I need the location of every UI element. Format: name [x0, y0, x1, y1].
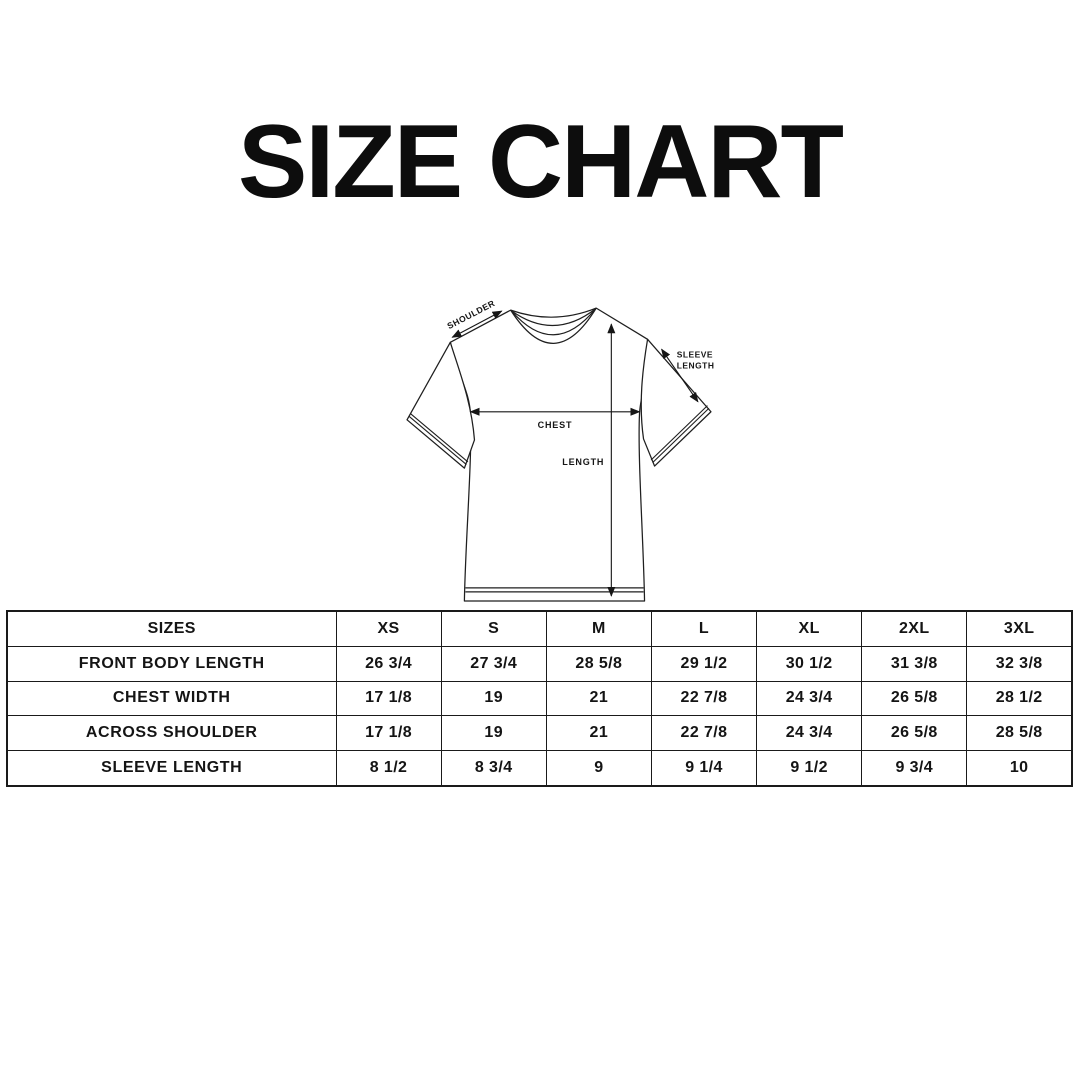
- tshirt-outline: [406, 307, 712, 602]
- cuff-ribbing: [408, 405, 710, 466]
- size-table: SIZES XS S M L XL 2XL 3XL FRONT BODY LEN…: [6, 610, 1073, 787]
- value-cell: 28 5/8: [545, 645, 652, 682]
- value-cell: 26 5/8: [861, 680, 968, 717]
- tshirt-measurement-diagram: SHOULDER SLEEVE LENGTH CHEST LENGTH: [406, 298, 715, 602]
- table-row-across-shoulder: ACROSS SHOULDER 17 1/8 19 21 22 7/8 24 3…: [6, 715, 1073, 752]
- sleeve-length-arrow: [661, 348, 699, 403]
- collar: [510, 307, 597, 336]
- row-label: FRONT BODY LENGTH: [6, 645, 337, 682]
- value-cell: 17 1/8: [335, 680, 442, 717]
- value-cell: 24 3/4: [756, 715, 863, 752]
- sleeve-label-line1: SLEEVE: [677, 349, 713, 359]
- value-cell: 22 7/8: [650, 715, 758, 752]
- header-cell-xl: XL: [756, 610, 863, 647]
- value-cell: 19: [440, 715, 547, 752]
- value-cell: 9 1/4: [650, 750, 758, 787]
- value-cell: 22 7/8: [650, 680, 758, 717]
- torso: [449, 307, 649, 602]
- header-cell-s: S: [440, 610, 547, 647]
- value-cell: 32 3/8: [966, 645, 1073, 682]
- left-sleeve: [406, 341, 476, 469]
- header-cell-m: M: [545, 610, 652, 647]
- row-label: SLEEVE LENGTH: [6, 750, 337, 787]
- header-cell-2xl: 2XL: [861, 610, 968, 647]
- page-title: SIZE CHART: [238, 104, 844, 220]
- header-cell-3xl: 3XL: [966, 610, 1073, 647]
- value-cell: 27 3/4: [440, 645, 547, 682]
- value-cell: 19: [440, 680, 547, 717]
- value-cell: 24 3/4: [756, 680, 863, 717]
- value-cell: 28 1/2: [966, 680, 1073, 717]
- value-cell: 8 3/4: [440, 750, 547, 787]
- chest-label: CHEST: [538, 420, 573, 430]
- value-cell: 31 3/8: [861, 645, 968, 682]
- value-cell: 26 5/8: [861, 715, 968, 752]
- row-label: ACROSS SHOULDER: [6, 715, 337, 752]
- value-cell: 30 1/2: [756, 645, 863, 682]
- table-row-front-body-length: FRONT BODY LENGTH 26 3/4 27 3/4 28 5/8 2…: [6, 645, 1073, 682]
- table-row-chest-width: CHEST WIDTH 17 1/8 19 21 22 7/8 24 3/4 2…: [6, 680, 1073, 717]
- value-cell: 9 3/4: [861, 750, 968, 787]
- table-row-sleeve-length: SLEEVE LENGTH 8 1/2 8 3/4 9 9 1/4 9 1/2 …: [6, 750, 1073, 787]
- value-cell: 26 3/4: [335, 645, 442, 682]
- table-header-row: SIZES XS S M L XL 2XL 3XL: [6, 610, 1073, 647]
- value-cell: 21: [545, 715, 652, 752]
- measurement-arrows: [451, 310, 699, 597]
- value-cell: 17 1/8: [335, 715, 442, 752]
- row-label: CHEST WIDTH: [6, 680, 337, 717]
- header-cell-l: L: [650, 610, 758, 647]
- header-cell-sizes: SIZES: [6, 610, 337, 647]
- length-label: LENGTH: [562, 457, 604, 467]
- header-cell-xs: XS: [335, 610, 442, 647]
- sleeve-label-line2: LENGTH: [677, 360, 715, 370]
- value-cell: 29 1/2: [650, 645, 758, 682]
- right-sleeve: [640, 338, 712, 467]
- value-cell: 28 5/8: [966, 715, 1073, 752]
- value-cell: 8 1/2: [335, 750, 442, 787]
- value-cell: 21: [545, 680, 652, 717]
- size-table-container: SIZES XS S M L XL 2XL 3XL FRONT BODY LEN…: [6, 610, 1073, 787]
- value-cell: 10: [966, 750, 1073, 787]
- shoulder-arrow: [451, 310, 503, 338]
- value-cell: 9: [545, 750, 652, 787]
- value-cell: 9 1/2: [756, 750, 863, 787]
